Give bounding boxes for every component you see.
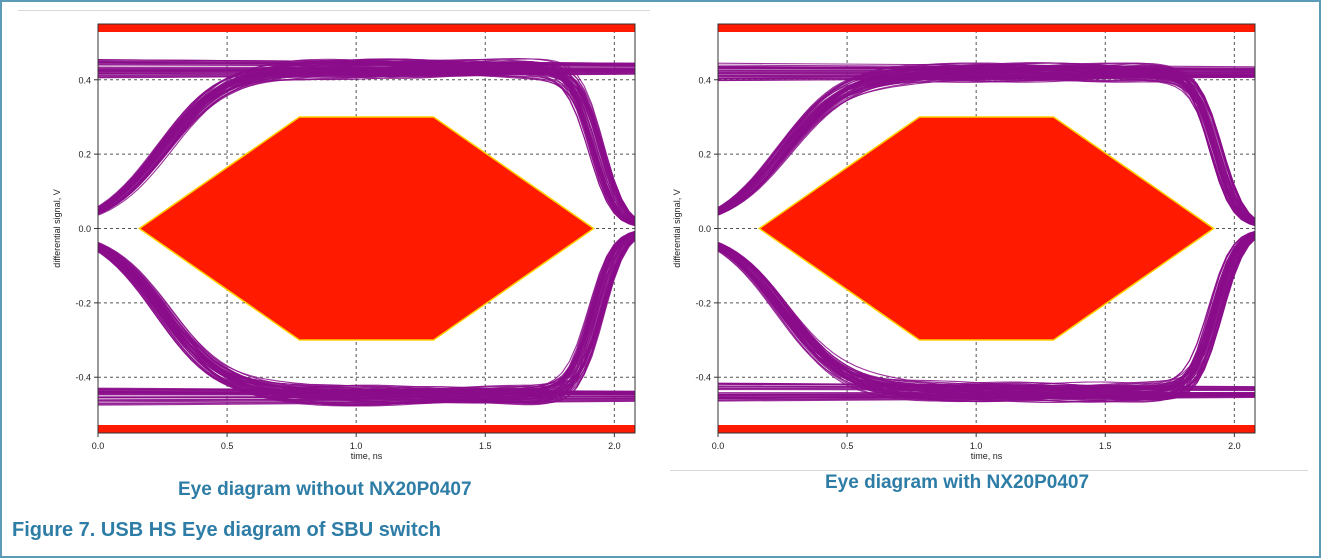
- x-tick-label: 0.5: [841, 441, 854, 451]
- rail-upper: [718, 74, 1255, 77]
- rail-upper: [718, 67, 1255, 71]
- x-tick-label: 1.5: [479, 441, 492, 451]
- y-tick-label: -0.4: [75, 373, 91, 383]
- rail-upper: [98, 73, 635, 78]
- rail-upper: [98, 63, 635, 67]
- trace-lower: [718, 232, 1255, 403]
- upper-limit-bar: [718, 24, 1255, 32]
- chart-caption-right: Eye diagram with NX20P0407: [825, 472, 1090, 493]
- rail-lower: [718, 387, 1255, 391]
- y-tick-label: -0.4: [695, 373, 711, 383]
- eye-mask: [757, 116, 1216, 341]
- rail-lower: [98, 397, 635, 401]
- rail-lower: [98, 398, 635, 403]
- rail-upper: [98, 59, 635, 64]
- rail-upper: [718, 75, 1255, 80]
- y-tick-label: 0.2: [698, 150, 711, 160]
- plot-content: [98, 24, 635, 433]
- upper-limit-bar: [98, 24, 635, 32]
- rail-upper: [98, 66, 635, 69]
- lower-limit-bar: [718, 425, 1255, 433]
- chart-caption-left: Eye diagram without NX20P0407: [178, 479, 472, 500]
- y-axis-label: differential signal, V: [672, 189, 682, 267]
- rail-upper: [98, 60, 635, 65]
- eye-diagram-chart-left: 0.4 0.2 0.0 -0.2 -0.4 0.0 0.5 1.0 1.5 2.0 time, ns…: [28, 8, 658, 468]
- x-tick-label: 1.5: [1099, 441, 1112, 451]
- x-tick-label: 1.0: [970, 441, 983, 451]
- rail-upper: [718, 70, 1255, 72]
- rail-lower: [98, 390, 635, 394]
- y-tick-label: -0.2: [695, 298, 711, 308]
- rail-upper: [718, 76, 1255, 82]
- trace-lower: [98, 230, 635, 392]
- trace-upper: [98, 65, 635, 225]
- x-tick-label: 2.0: [608, 441, 621, 451]
- rail-lower: [718, 383, 1255, 388]
- rail-lower: [718, 389, 1255, 392]
- rail-upper: [718, 62, 1255, 68]
- x-tick-label: 0.0: [712, 441, 725, 451]
- bottom-separator: [670, 470, 1308, 471]
- top-separator: [18, 10, 650, 11]
- x-tick-label: 0.0: [92, 441, 105, 451]
- rail-lower: [98, 388, 635, 393]
- y-tick-label: 0.0: [698, 224, 711, 234]
- rail-lower: [98, 393, 635, 396]
- figure-title: Figure 7. USB HS Eye diagram of SBU swit…: [12, 519, 441, 541]
- trace-lower: [98, 237, 635, 392]
- rail-upper: [718, 65, 1255, 70]
- trace-lower: [718, 233, 1255, 388]
- rail-upper: [98, 71, 635, 75]
- x-axis-label: time, ns: [971, 451, 1003, 461]
- rail-lower: [98, 400, 635, 406]
- rail-lower: [718, 396, 1255, 401]
- y-tick-label: 0.2: [78, 150, 91, 160]
- rail-upper: [98, 70, 635, 73]
- rail-lower: [718, 394, 1255, 398]
- x-tick-label: 0.5: [221, 441, 234, 451]
- rail-lower: [98, 399, 635, 404]
- x-tick-label: 2.0: [1228, 441, 1241, 451]
- rail-upper: [98, 68, 635, 71]
- rail-lower: [718, 395, 1255, 399]
- eye-mask: [137, 116, 596, 341]
- eye-diagram-chart-right: 0.4 0.2 0.0 -0.2 -0.4 0.0 0.5 1.0 1.5 2.0 time, ns…: [648, 8, 1278, 468]
- rail-lower: [98, 391, 635, 395]
- y-tick-label: 0.0: [78, 224, 91, 234]
- trace-lower: [718, 230, 1255, 388]
- trace-lower: [718, 234, 1255, 397]
- y-tick-label: -0.2: [75, 298, 91, 308]
- x-tick-label: 1.0: [350, 441, 363, 451]
- lower-limit-bar: [98, 425, 635, 433]
- rail-upper: [98, 62, 635, 66]
- y-tick-label: 0.4: [698, 75, 711, 85]
- trace-upper: [718, 75, 1255, 225]
- trace-upper: [98, 73, 635, 225]
- rail-lower: [718, 385, 1255, 390]
- rail-upper: [718, 74, 1255, 78]
- x-axis-label: time, ns: [351, 451, 383, 461]
- plot-content: [718, 24, 1255, 433]
- eye-traces: [98, 58, 635, 407]
- y-axis-label: differential signal, V: [52, 189, 62, 267]
- eye-traces: [718, 62, 1255, 404]
- rail-upper: [718, 64, 1255, 69]
- rail-lower: [718, 386, 1255, 390]
- rail-lower: [718, 393, 1255, 397]
- rail-upper: [98, 72, 635, 77]
- rail-lower: [718, 396, 1255, 402]
- y-tick-label: 0.4: [78, 75, 91, 85]
